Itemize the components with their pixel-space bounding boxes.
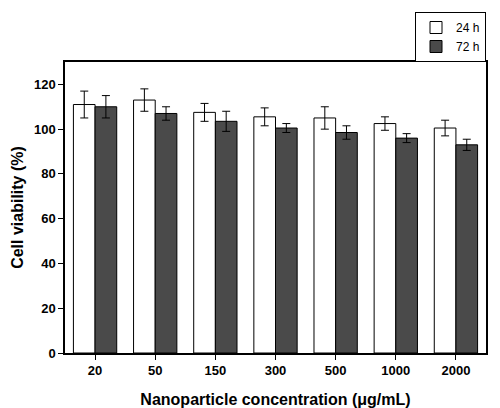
svg-text:Nanoparticle concentration (μg: Nanoparticle concentration (μg/mL) bbox=[140, 391, 410, 408]
svg-text:500: 500 bbox=[325, 363, 347, 378]
svg-text:72 h: 72 h bbox=[456, 40, 479, 54]
svg-text:20: 20 bbox=[88, 363, 102, 378]
svg-text:0: 0 bbox=[48, 346, 55, 361]
svg-text:80: 80 bbox=[41, 166, 55, 181]
svg-text:60: 60 bbox=[41, 211, 55, 226]
svg-text:24 h: 24 h bbox=[456, 21, 479, 35]
svg-text:50: 50 bbox=[148, 363, 162, 378]
svg-text:150: 150 bbox=[205, 363, 227, 378]
svg-text:100: 100 bbox=[34, 122, 56, 137]
svg-text:120: 120 bbox=[34, 77, 56, 92]
svg-text:Cell viability (%): Cell viability (%) bbox=[9, 146, 26, 269]
svg-text:1000: 1000 bbox=[381, 363, 410, 378]
svg-text:40: 40 bbox=[41, 256, 55, 271]
svg-text:2000: 2000 bbox=[441, 363, 470, 378]
svg-text:20: 20 bbox=[41, 301, 55, 316]
svg-text:300: 300 bbox=[265, 363, 287, 378]
